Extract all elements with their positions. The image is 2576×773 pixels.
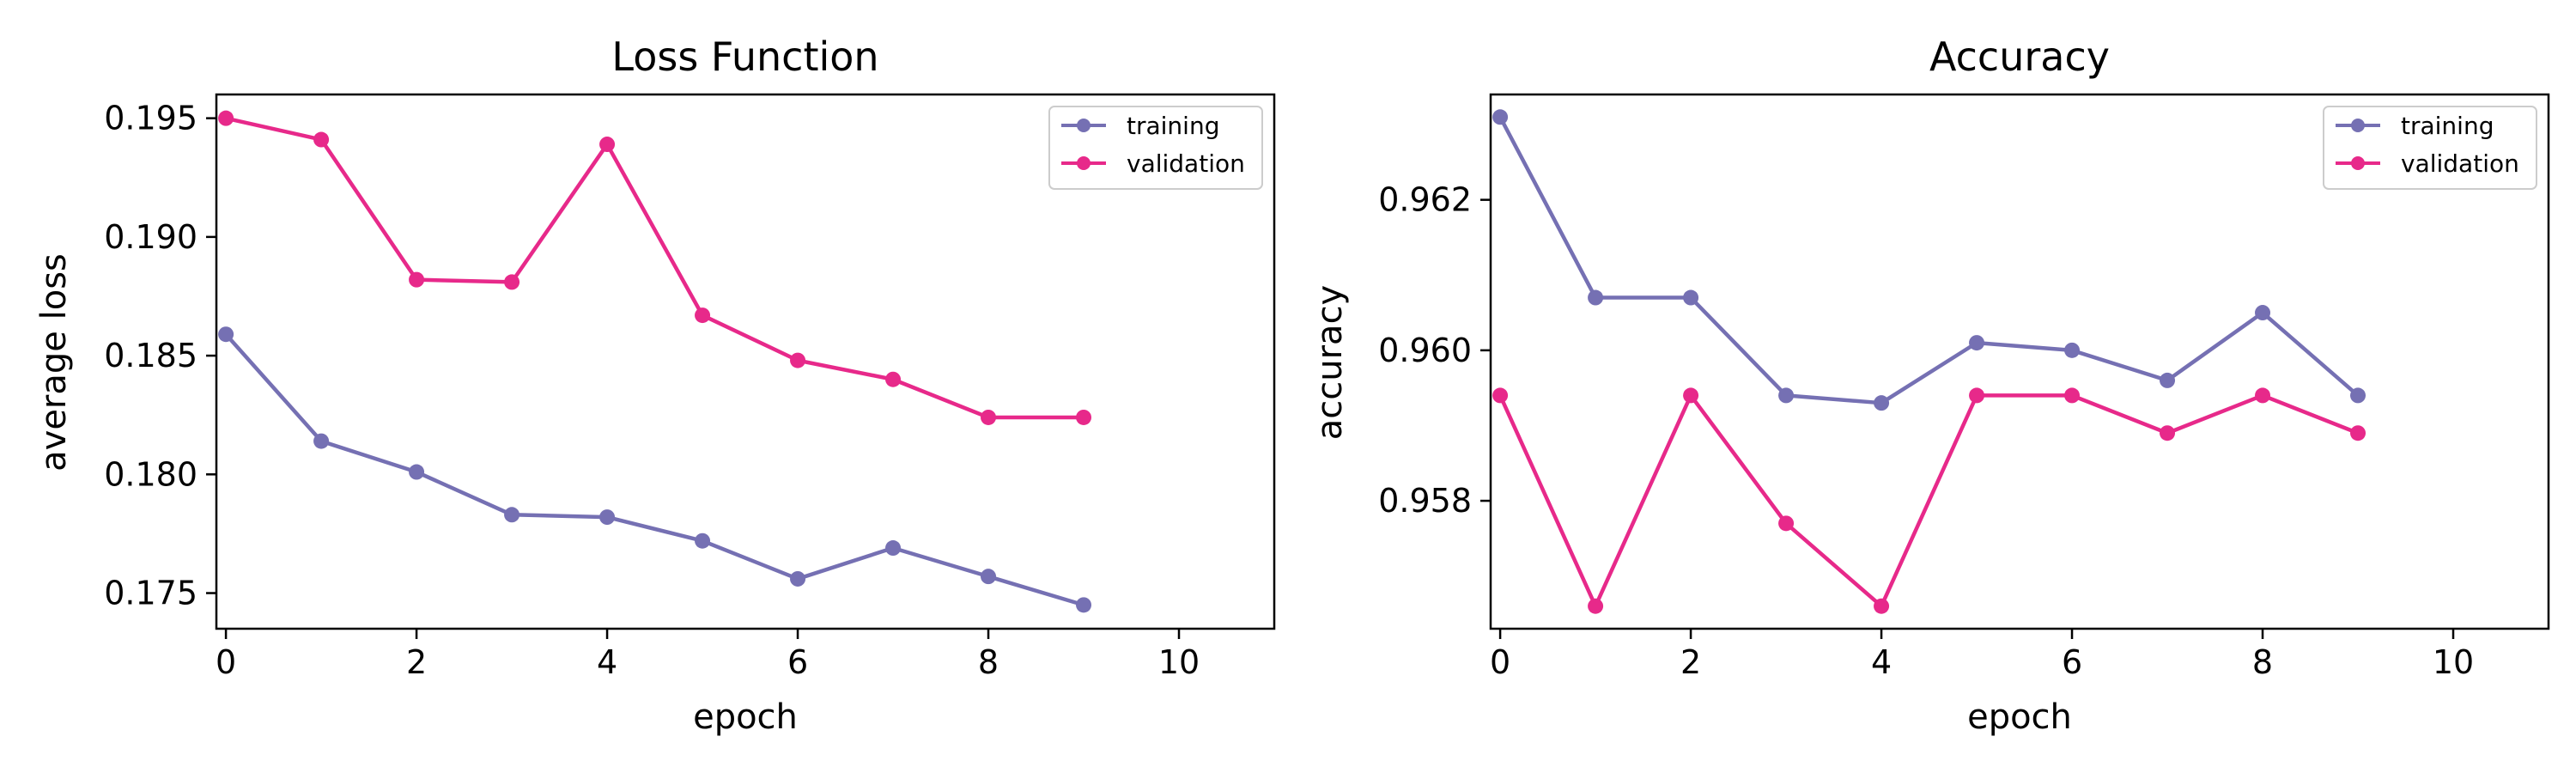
loss-chart-validation-point [790,352,806,368]
accuracy-chart-validation-point [1969,387,1985,404]
loss-chart-validation-point [218,110,234,126]
loss-chart: Loss Function epoch average loss 0 2 4 6 8 10… [34,33,1276,737]
loss-chart-xtick-label: 10 [1158,643,1200,681]
accuracy-chart-title: Accuracy [1929,33,2110,80]
accuracy-chart-validation-point [2160,425,2176,441]
accuracy-chart-legend-training-marker [2351,119,2365,132]
accuracy-chart-validation-point [2064,387,2081,404]
loss-chart-xtick-label: 4 [597,643,617,681]
loss-chart-xtick-label: 2 [406,643,427,681]
loss-chart-legend-validation-label: validation [1127,149,1245,178]
loss-chart-ytick-label: 0.180 [104,455,197,493]
loss-chart-legend-training-label: training [1127,112,1219,140]
loss-chart-training-point [885,540,902,557]
accuracy-chart-validation-point [1874,598,1890,614]
loss-chart-training-line [224,332,1084,607]
loss-chart-xlabel: epoch [693,697,798,737]
accuracy-chart-legend-training-label: training [2401,112,2494,140]
loss-chart-ylabel: average loss [34,253,74,472]
accuracy-chart-training-point [1969,335,1985,351]
accuracy-chart: Accuracy epoch accuracy 0 2 4 6 8 10 0.958 0.96… [1310,33,2550,737]
loss-chart-validation-point [409,271,425,288]
loss-chart-training-point [1076,597,1092,613]
loss-chart-validation-point [1076,409,1092,425]
accuracy-chart-xtick-label: 2 [1680,643,1701,681]
loss-chart-ytick-label: 0.190 [104,218,197,256]
accuracy-chart-training-point [2160,372,2176,388]
loss-chart-validation-point [313,131,330,148]
loss-chart-validation-point [504,274,520,290]
accuracy-chart-legend-validation-label: validation [2401,149,2519,178]
loss-chart-validation-point [599,137,616,153]
accuracy-chart-training-point [2350,387,2366,404]
accuracy-chart-ylabel: accuracy [1310,285,1350,440]
loss-chart-xtick-label: 6 [787,643,808,681]
loss-chart-xtick-label: 0 [216,643,236,681]
loss-chart-validation-line [225,116,1084,420]
accuracy-chart-xlabel: epoch [1967,697,2072,737]
loss-chart-axes-frame [215,93,1276,630]
accuracy-chart-xtick-label: 0 [1490,643,1510,681]
accuracy-chart-validation-point [1492,387,1509,404]
accuracy-chart-training-point [2255,305,2271,321]
accuracy-chart-training-point [2064,342,2081,358]
accuracy-chart-axes-frame [1489,93,2550,630]
accuracy-chart-training-line [1498,116,2360,405]
loss-chart-training-point [409,464,425,480]
loss-chart-ytick-label: 0.185 [104,337,197,374]
accuracy-chart-validation-line [1498,393,2359,608]
accuracy-chart-training-point [1874,395,1890,411]
loss-chart-title: Loss Function [611,33,878,80]
accuracy-chart-validation-point [1683,387,1699,404]
loss-chart-ytick-label: 0.175 [104,575,197,612]
loss-chart-legend: training validation [1048,106,1263,190]
accuracy-chart-training-point [1778,387,1795,404]
accuracy-chart-training-point [1588,289,1604,306]
loss-chart-validation-point [981,409,997,425]
loss-chart-legend-training-marker [1077,119,1091,132]
loss-chart-training-point [218,326,234,343]
loss-chart-xtick-label: 8 [978,643,999,681]
accuracy-chart-validation-point [1588,598,1604,614]
accuracy-chart-validation-point [2350,425,2366,441]
accuracy-chart-xtick-label: 8 [2252,643,2273,681]
loss-chart-plot: 0 2 4 6 8 10 0.175 0.180 0.185 0.190 0.195 [104,100,1200,681]
loss-chart-training-point [981,569,997,585]
accuracy-chart-plot: 0 2 4 6 8 10 0.958 0.960 0.962 [1378,109,2474,681]
accuracy-chart-legend-validation-marker [2351,156,2365,170]
accuracy-chart-ytick-label: 0.958 [1378,482,1472,520]
loss-chart-legend-validation-marker [1077,156,1091,170]
accuracy-chart-training-point [1492,109,1509,125]
loss-chart-validation-point [695,307,711,324]
accuracy-chart-ytick-label: 0.962 [1378,181,1472,219]
loss-chart-validation-point [885,371,902,387]
accuracy-chart-validation-point [2255,387,2271,404]
accuracy-chart-training-point [1683,289,1699,306]
accuracy-chart-xtick-label: 4 [1871,643,1892,681]
loss-chart-training-point [695,533,711,549]
accuracy-chart-xtick-label: 10 [2433,643,2474,681]
loss-chart-training-point [599,509,616,526]
loss-chart-training-point [504,507,520,523]
accuracy-chart-ytick-label: 0.960 [1378,332,1472,369]
accuracy-chart-validation-point [1778,515,1795,532]
accuracy-chart-xtick-label: 6 [2062,643,2082,681]
loss-chart-ytick-label: 0.195 [104,100,197,137]
loss-chart-training-point [790,570,806,587]
loss-chart-training-point [313,433,330,449]
accuracy-chart-legend: training validation [2323,106,2537,190]
